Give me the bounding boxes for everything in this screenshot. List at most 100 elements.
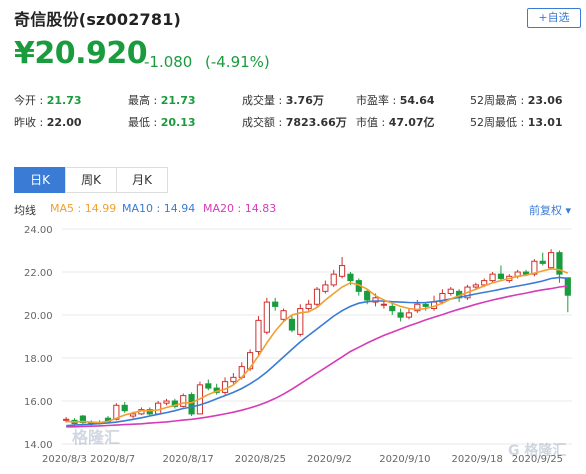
candle-body [439, 293, 446, 303]
add-watchlist-button[interactable]: +自选 [527, 8, 581, 28]
tab-monthly-k[interactable]: 月K [116, 167, 168, 193]
ma5-legend: MA5 : 14.99 [50, 202, 117, 215]
candle-body [280, 310, 287, 320]
stat-value: 21.73 [160, 94, 196, 107]
stat-value: 47.07亿 [388, 116, 435, 129]
price-change-percent: (-4.91%) [205, 53, 270, 71]
stat-value: 54.64 [399, 94, 435, 107]
candle-body [405, 312, 413, 318]
stat-value: 13.01 [527, 116, 563, 129]
candle-body [79, 415, 86, 424]
y-tick-label: 16.00 [24, 397, 53, 408]
candle-body [221, 381, 229, 393]
stat-value: 23.06 [527, 94, 563, 107]
watermark-left: 格隆汇 [72, 428, 121, 447]
candle-body [414, 303, 421, 312]
price-adjust-dropdown[interactable]: 前复权 ▾ [529, 204, 572, 217]
stat-label: 昨收 : [14, 116, 47, 129]
watermark-right: G 格隆汇 [508, 443, 567, 459]
candle-body [481, 280, 488, 286]
candle-body [447, 288, 454, 294]
ma20-line [66, 285, 568, 428]
stat-label: 成交额 : [242, 116, 286, 129]
candle-body [230, 376, 237, 383]
candle-body [288, 318, 296, 331]
tab-daily-k[interactable]: 日K [14, 167, 66, 193]
stock-title: 奇信股份(sz002781) [14, 10, 182, 29]
x-tick-label: 2020/9/10 [379, 454, 430, 465]
candle-body [330, 273, 337, 286]
stat-row2-2: 成交额 : 7823.66万 [242, 114, 347, 130]
stat-row1-1: 最高 : 21.73 [128, 92, 196, 108]
candle-body [121, 404, 128, 412]
stat-label: 52周最高 : [470, 94, 528, 107]
stat-row2-4: 52周最低 : 13.01 [470, 114, 563, 130]
x-tick-label: 2020/9/25 [512, 454, 563, 465]
stat-row2-3: 市值 : 47.07亿 [356, 114, 435, 130]
stat-row1-0: 今开 : 21.73 [14, 92, 82, 108]
stat-row2-1: 最低 : 20.13 [128, 114, 196, 130]
candle-body [263, 301, 270, 333]
candle-body [522, 271, 530, 275]
candle-body [372, 297, 379, 303]
candle-body [63, 418, 70, 421]
candle-body [489, 273, 496, 282]
stat-label: 52周最低 : [470, 116, 528, 129]
current-price: ¥20.920 [14, 36, 148, 71]
y-tick-label: 20.00 [24, 311, 53, 322]
ma10-legend: MA10 : 14.94 [122, 202, 196, 215]
stat-row1-3: 市盈率 : 54.64 [356, 92, 435, 108]
candle-body [188, 394, 195, 415]
candle-body [129, 413, 137, 417]
candle-body [113, 404, 120, 420]
ma20-legend: MA20 : 14.83 [203, 202, 277, 215]
stat-row1-2: 成交量 : 3.76万 [242, 92, 324, 108]
stat-value: 20.13 [160, 116, 196, 129]
kline-chart[interactable]: 24.00 22.00 20.00 18.00 16.00 14.00 2020/8/3 20… [0, 222, 586, 474]
candle-body [539, 260, 546, 264]
tab-weekly-k[interactable]: 周K [65, 167, 117, 193]
y-tick-label: 24.00 [24, 225, 53, 236]
stat-label: 今开 : [14, 94, 47, 107]
stat-value: 3.76万 [285, 94, 324, 107]
price-change: -1.080 [144, 53, 193, 71]
stat-label: 最低 : [128, 116, 161, 129]
candle-body [155, 402, 162, 415]
candle-body [380, 303, 387, 306]
candle-body [364, 290, 371, 301]
candle-body [297, 308, 304, 335]
stat-label: 市盈率 : [356, 94, 400, 107]
stat-label: 最高 : [128, 94, 161, 107]
candle-body [163, 400, 170, 404]
y-tick-label: 14.00 [24, 440, 53, 451]
candle-body [389, 305, 396, 312]
candle-body [338, 265, 346, 277]
y-tick-label: 18.00 [24, 354, 53, 365]
stat-label: 市值 : [356, 116, 389, 129]
candle-body [347, 273, 354, 282]
candle-body [556, 252, 563, 275]
candle-body [531, 260, 538, 275]
candle-body [472, 284, 479, 288]
candle-body [322, 284, 329, 292]
candle-body [313, 288, 321, 305]
stat-value: 21.73 [46, 94, 82, 107]
x-tick-label: 2020/9/18 [452, 454, 503, 465]
candle-body [422, 303, 429, 307]
ma5-line [66, 267, 569, 424]
x-tick-label: 2020/8/25 [235, 454, 286, 465]
x-tick-label: 2020/8/7 [90, 454, 135, 465]
candle-body [180, 395, 187, 407]
ma-legend-label: 均线 [14, 204, 36, 217]
candle-body [205, 383, 212, 389]
x-tick-label: 2020/8/17 [162, 454, 213, 465]
candle-body [497, 273, 505, 279]
stat-row1-4: 52周最高 : 23.06 [470, 92, 563, 108]
ma10-line [66, 276, 568, 427]
candle-body [146, 409, 153, 415]
candle-body [397, 312, 404, 318]
stat-row2-0: 昨收 : 22.00 [14, 114, 82, 130]
y-tick-label: 22.00 [24, 268, 53, 279]
candle-body [255, 319, 262, 353]
